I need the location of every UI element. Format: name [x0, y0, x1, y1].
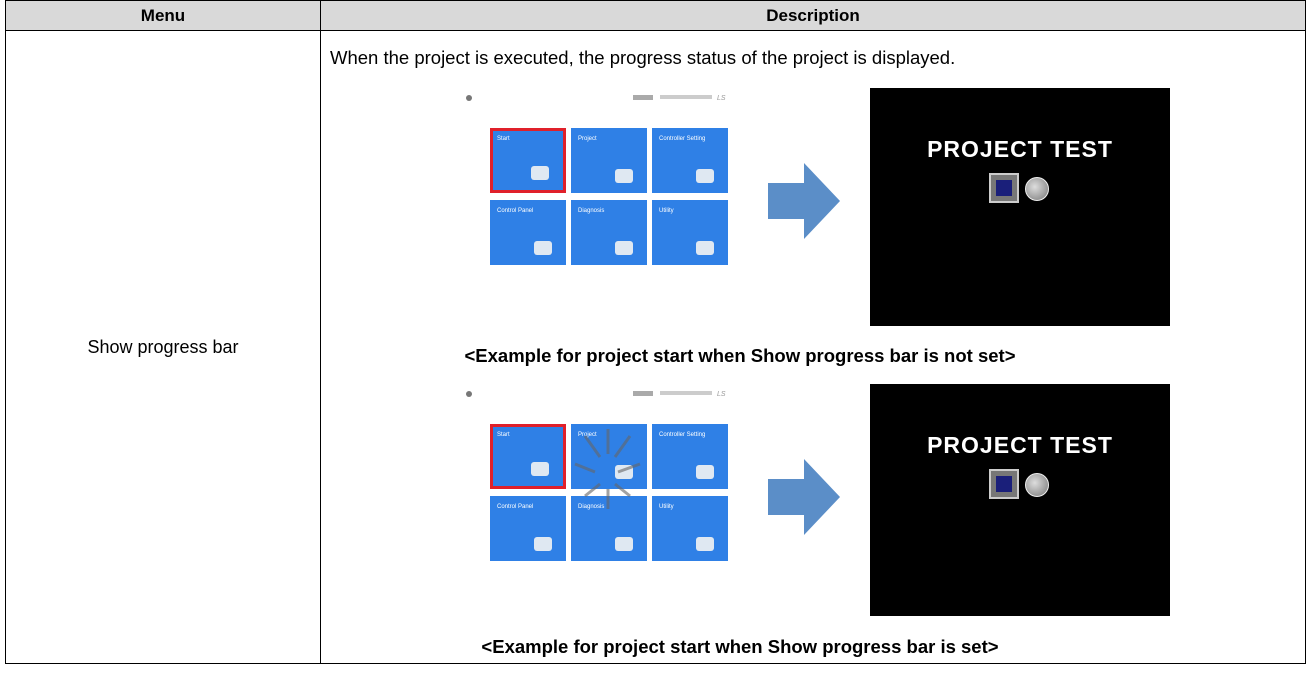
example: LS Start Project Controller Setting Control … [320, 88, 1305, 378]
tile: Utility [652, 200, 728, 265]
screen-title: PROJECT TEST [927, 432, 1113, 458]
project-screen: PROJECT TEST [870, 384, 1170, 616]
tile: Controller Setting [652, 424, 728, 489]
top-bar: LS [466, 95, 726, 102]
menu-text: Show progress bar [87, 336, 239, 357]
tile-label: Control Panel [497, 504, 534, 510]
menu-cell: Show progress bar [5, 30, 321, 664]
example: LS Start Project Controller Setting Control … [320, 384, 1305, 674]
tile-label: Project [578, 432, 597, 438]
tile-icon [615, 537, 633, 551]
tile: Control Panel [490, 200, 566, 265]
tile: Project [571, 128, 647, 193]
tile-label: Controller Setting [659, 432, 706, 438]
header-description: Description [320, 0, 1306, 31]
tile-label: Project [578, 136, 597, 142]
tile: Diagnosis [571, 200, 647, 265]
tile: Start [490, 424, 566, 489]
tile-grid: Start Project Controller Setting Control Pa… [490, 128, 730, 266]
round-lamp [1025, 473, 1049, 497]
tile-icon [696, 241, 714, 255]
caption: <Example for project start when Show pro… [464, 345, 1016, 366]
tile-grid: Start Project Controller Setting Control Pa… [490, 424, 730, 562]
svg-text:LS: LS [717, 95, 726, 102]
square-lamp [989, 173, 1019, 203]
tile-icon [531, 166, 549, 180]
caption: <Example for project start when Show pro… [481, 636, 999, 657]
tile-icon [696, 465, 714, 479]
tile: Control Panel [490, 496, 566, 561]
tile: Utility [652, 496, 728, 561]
tile-icon [615, 169, 633, 183]
description-cell [320, 30, 1306, 664]
tile: Start [490, 128, 566, 193]
tile-icon [696, 537, 714, 551]
tile-label: Start [497, 432, 510, 438]
round-lamp [1025, 177, 1049, 201]
progress-spinner [574, 429, 641, 509]
svg-text:LS: LS [717, 391, 726, 398]
tile-label: Start [497, 136, 510, 142]
tile-label: Utility [659, 504, 674, 510]
tile-icon [534, 241, 552, 255]
tile-label: Diagnosis [578, 504, 605, 510]
tile-icon [696, 169, 714, 183]
arrow [768, 163, 840, 239]
tile-icon [531, 462, 549, 476]
tile: Controller Setting [652, 128, 728, 193]
tile-icon [534, 537, 552, 551]
arrow [768, 459, 840, 535]
header-menu: Menu [5, 0, 321, 31]
tile-icon [615, 241, 633, 255]
screenshot: LS Start Project Controller Setting Control … [455, 384, 745, 569]
tile-label: Diagnosis [578, 208, 605, 214]
tile-label: Control Panel [497, 208, 534, 214]
project-screen: PROJECT TEST [870, 88, 1170, 326]
square-lamp [989, 469, 1019, 499]
tile-label: Controller Setting [659, 136, 706, 142]
screen-title: PROJECT TEST [927, 136, 1113, 162]
top-bar: LS [466, 391, 726, 398]
description-text: When the project is executed, the progre… [330, 47, 956, 68]
screenshot: LS Start Project Controller Setting Control … [455, 88, 745, 273]
tile-label: Utility [659, 208, 674, 214]
